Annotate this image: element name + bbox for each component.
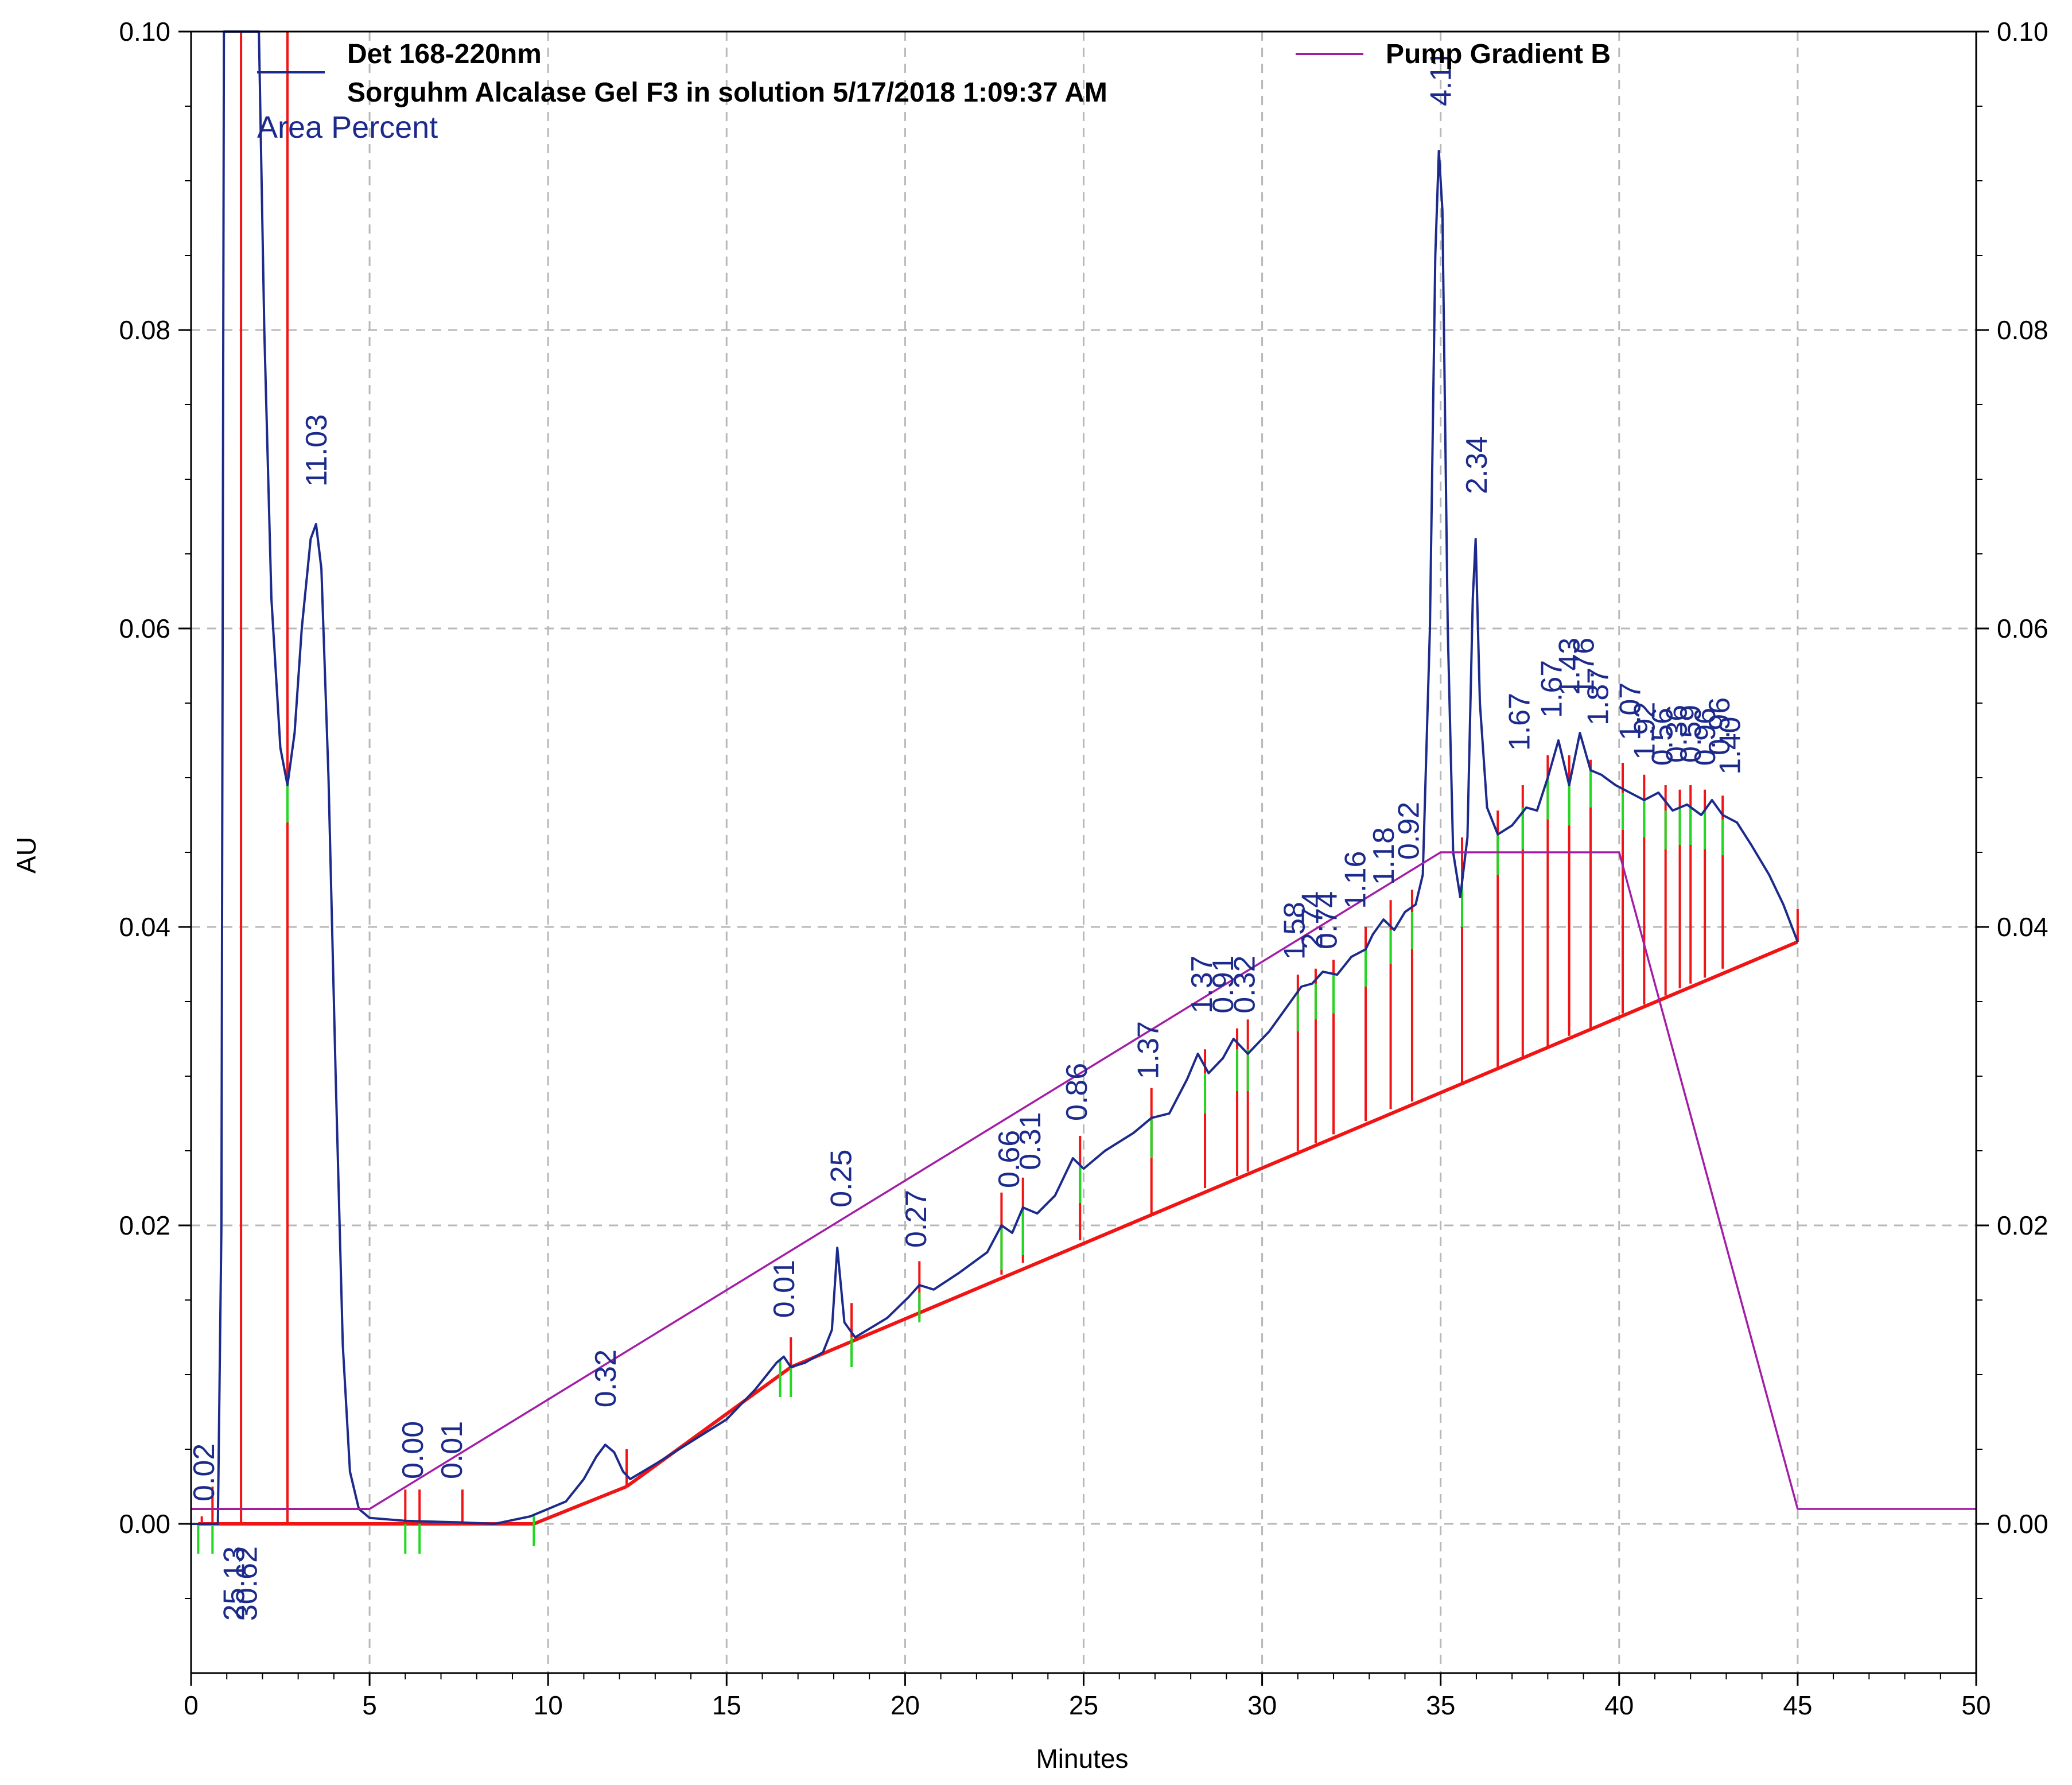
y-tick-label: 0.02 xyxy=(119,1210,170,1240)
x-tick-label: 10 xyxy=(534,1690,563,1720)
x-tick-label: 25 xyxy=(1069,1690,1098,1720)
y2-tick-label: 0.00 xyxy=(1997,1509,2048,1539)
x-tick-label: 0 xyxy=(184,1690,199,1720)
peak-label: 0.32 xyxy=(589,1349,623,1407)
peak-label: 2.74 xyxy=(1296,891,1329,949)
peak-label: 2.34 xyxy=(1460,436,1494,494)
peak-label: 0.96 xyxy=(1703,697,1736,755)
integration-marks xyxy=(191,32,1799,1554)
legend-mode-label: Area Percent xyxy=(257,110,438,145)
peak-label: 0.92 xyxy=(1393,802,1426,860)
peak-label: 1.58 xyxy=(1278,902,1312,960)
y-axis-label: AU xyxy=(11,837,41,874)
y-tick-label: 0.00 xyxy=(119,1509,170,1539)
axis-ticks: 0 5 10 15 20 25 30 35 40 45 50 0.00 0.02 0.04 0.06 0.08… xyxy=(119,17,2048,1720)
x-tick-label: 50 xyxy=(1961,1690,1991,1720)
y-tick-label: 0.06 xyxy=(119,614,170,643)
y2-tick-label: 0.02 xyxy=(1997,1210,2048,1240)
x-axis-label: Minutes xyxy=(1036,1744,1128,1774)
x-tick-label: 20 xyxy=(891,1690,920,1720)
x-tick-label: 35 xyxy=(1426,1690,1455,1720)
peak-label: 0.56 xyxy=(1646,708,1680,766)
peak-label: 0.01 xyxy=(436,1421,469,1479)
peak-label: 0.91 xyxy=(1207,956,1240,1014)
peak-label: 1.43 xyxy=(1553,638,1587,696)
peak-label: 1.37 xyxy=(1185,956,1219,1014)
peak-label: 25.13 xyxy=(218,1546,251,1621)
peak-label: 1.67 xyxy=(1503,693,1537,751)
peak-label: 1.87 xyxy=(1582,668,1615,725)
peak-label: 1.76 xyxy=(1568,638,1601,696)
y-tick-label: 0.04 xyxy=(119,912,170,942)
series-lines xyxy=(191,30,1976,1525)
peak-label: 0.59 xyxy=(1674,705,1708,763)
y-tick-label: 0.10 xyxy=(119,17,170,46)
y2-tick-label: 0.04 xyxy=(1997,912,2048,942)
peak-label: 1.07 xyxy=(1614,682,1647,740)
baseline-segment xyxy=(533,1485,628,1526)
peak-label: 1.67 xyxy=(1535,660,1569,718)
x-tick-label: 40 xyxy=(1604,1690,1634,1720)
x-tick-label: 30 xyxy=(1247,1690,1277,1720)
peak-label: 0.02 xyxy=(188,1443,221,1501)
detector-trace xyxy=(191,30,1799,1525)
peak-label: 0.66 xyxy=(993,1130,1026,1188)
legend: Det 168-220nm Sorguhm Alcalase Gel F3 in… xyxy=(257,39,1611,145)
peak-label: 0.25 xyxy=(825,1150,858,1208)
pump-gradient-trace xyxy=(191,851,1976,1510)
peak-label: 0.27 xyxy=(900,1190,933,1248)
peak-label: 4.11 xyxy=(1425,51,1458,106)
peak-label: 0.32 xyxy=(1229,956,1262,1014)
x-tick-label: 15 xyxy=(712,1690,741,1720)
legend-pump-label: Pump Gradient B xyxy=(1386,39,1611,69)
x-tick-label: 5 xyxy=(362,1690,377,1720)
y2-tick-label: 0.08 xyxy=(1997,315,2048,345)
y2-tick-label: 0.06 xyxy=(1997,614,2048,643)
peak-label: 1.92 xyxy=(1628,702,1661,760)
peak-label: 1.40 xyxy=(1714,717,1747,775)
peak-label: 11.03 xyxy=(300,414,333,487)
peak-label: 1.37 xyxy=(1132,1021,1165,1079)
x-tick-label: 45 xyxy=(1783,1690,1812,1720)
y-tick-label: 0.08 xyxy=(119,315,170,345)
legend-run-label: Sorguhm Alcalase Gel F3 in solution 5/17… xyxy=(347,77,1107,108)
peak-label: 0.36 xyxy=(1660,705,1693,763)
peak-label: 0.00 xyxy=(396,1421,430,1479)
peak-label: 0.96 xyxy=(1689,708,1722,766)
baseline-segment xyxy=(790,940,1799,1369)
peak-label: 0.86 xyxy=(1060,1063,1094,1121)
peak-label: 1.16 xyxy=(1339,851,1372,909)
peak-label: 1.18 xyxy=(1367,827,1401,885)
baseline-segment xyxy=(625,1365,792,1488)
legend-detector-label: Det 168-220nm xyxy=(347,39,542,69)
peak-label: 0.74 xyxy=(1311,891,1344,949)
peak-label: 0.01 xyxy=(768,1260,801,1318)
grid-lines xyxy=(191,32,1976,1673)
peak-label: 30.62 xyxy=(230,1546,263,1621)
y2-tick-label: 0.10 xyxy=(1997,17,2048,46)
peak-label: 0.31 xyxy=(1014,1112,1047,1170)
